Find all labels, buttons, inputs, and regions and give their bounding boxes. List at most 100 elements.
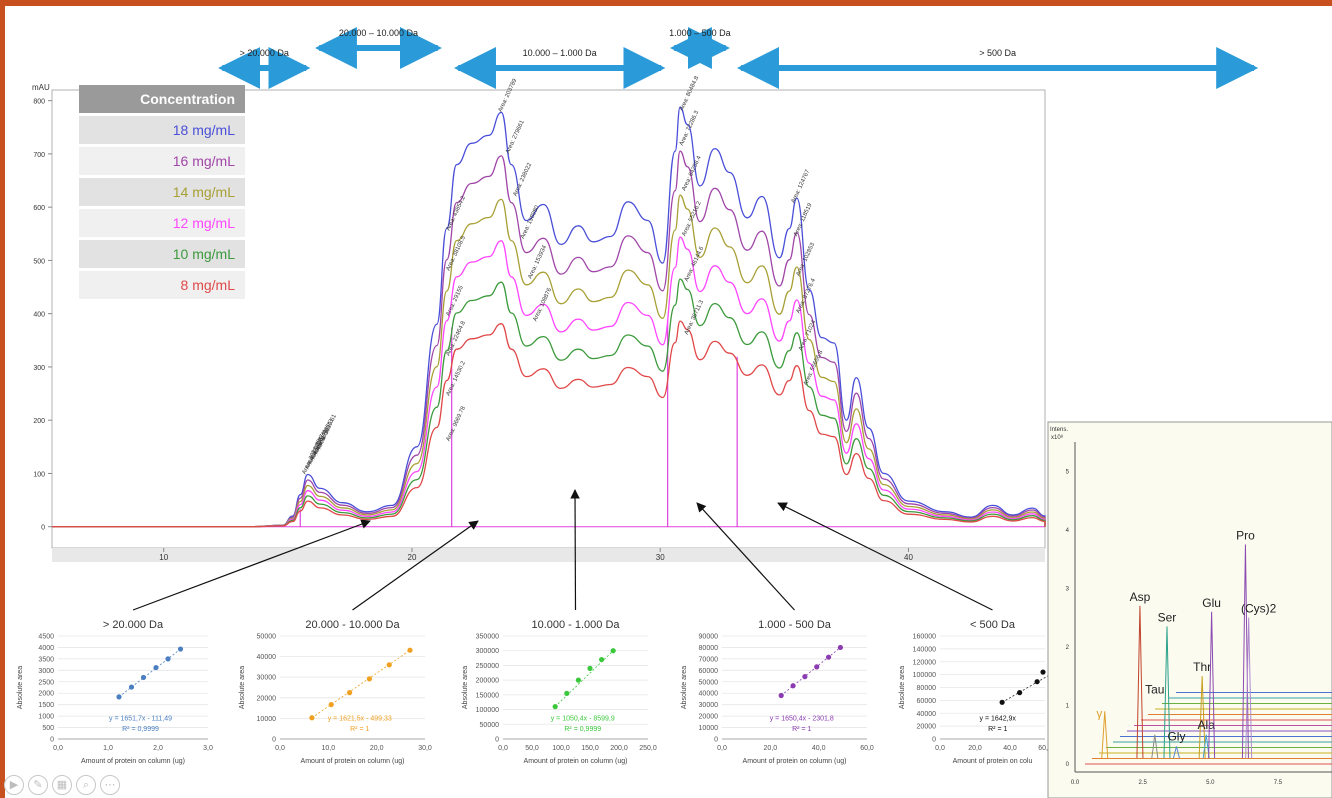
y-axis-label: Absolute area [239, 666, 246, 709]
legend-label: 14 mg/mL [172, 184, 235, 200]
x-axis-label: Amount of protein on column (ug) [81, 758, 185, 765]
x-tick-label: 60,0 [860, 745, 874, 752]
amino-acid-peak [1208, 611, 1216, 759]
y-tick-label: 80000 [699, 645, 719, 652]
y-tick-label: 30000 [699, 702, 719, 709]
chart-title: < 500 Da [970, 619, 1016, 631]
data-point [837, 644, 844, 651]
x-tick-label: 250,0 [639, 745, 657, 752]
x-tick-label: 150,0 [581, 745, 599, 752]
y-tick-label: 200000 [476, 678, 499, 685]
data-point [778, 692, 784, 699]
legend-label: 16 mg/mL [172, 153, 235, 169]
y-tick-label: 20000 [257, 695, 277, 702]
y-tick-label: 500 [42, 725, 54, 732]
chart-title: 10.000 - 1.000 Da [531, 619, 620, 631]
y-tick-label: 160000 [913, 634, 936, 641]
amino-acid-label: Tau [1145, 683, 1164, 697]
series-line [52, 194, 1046, 528]
y-tick-label: 30000 [257, 675, 277, 682]
x-tick-label: 10 [159, 553, 168, 562]
y-tick-label: 100 [33, 471, 45, 478]
y-axis-label: mAU [32, 83, 50, 92]
pen-icon[interactable]: ✎ [28, 775, 48, 795]
series-line [52, 106, 1046, 528]
data-point [177, 646, 184, 652]
slide-toolbar: ▶ ✎ ▦ ⌕ ⋯ [4, 775, 120, 797]
r-squared: R² = 1 [988, 726, 1007, 733]
y-tick-label: 0 [272, 737, 276, 744]
amino-acid-label: Gly [1167, 730, 1185, 744]
trend-equation: y = 1642,9x [980, 715, 1017, 722]
amino-acid-label: Pro [1236, 528, 1255, 542]
x-tick-label: 40,0 [1003, 745, 1017, 752]
x-axis-label: Amount of protein on column (ug) [743, 758, 847, 765]
x-tick-label: 0,0 [717, 745, 727, 752]
r-squared: R² = 1 [350, 726, 369, 733]
x-tick-label: 1,0 [103, 745, 113, 752]
data-point [587, 665, 593, 671]
x-tick-label: 3,0 [203, 745, 213, 752]
x-tick-label: 60,0 [1038, 745, 1052, 752]
data-point [1017, 690, 1023, 696]
pointer-arrow [570, 489, 580, 611]
y-tick-label: 3000 [38, 668, 54, 675]
inset-y-tick: 2 [1066, 645, 1070, 651]
trend-equation: y = 1050,4x - 8599,9 [551, 715, 615, 722]
x-tick-label: 20,0 [370, 745, 384, 752]
x-tick-label: 50,0 [525, 745, 539, 752]
y-tick-label: 60000 [699, 668, 719, 675]
y-tick-label: 800 [33, 99, 45, 106]
trend-equation: y = 1621,5x - 499,33 [328, 715, 392, 722]
y-tick-label: 0 [495, 737, 499, 744]
amino-acid-label: Thr [1193, 660, 1211, 674]
data-point [153, 664, 159, 671]
x-tick-label: 0,0 [498, 745, 508, 752]
y-tick-label: 300 [33, 365, 45, 372]
y-tick-label: 2500 [38, 679, 54, 686]
x-tick-label: 30 [656, 553, 665, 562]
inset-y-tick: 5 [1066, 469, 1070, 475]
y-tick-label: 350000 [476, 634, 499, 641]
y-tick-label: 0 [41, 525, 45, 532]
y-tick-label: 10000 [699, 725, 719, 732]
data-point [140, 674, 147, 681]
data-point [599, 656, 605, 663]
amino-acid-peak [1163, 626, 1171, 759]
inset-x-tick: 5.0 [1206, 780, 1215, 786]
trendline [311, 649, 411, 719]
y-tick-label: 100000 [913, 672, 936, 679]
y-tick-label: 20000 [917, 724, 937, 731]
y-tick-label: 250000 [476, 663, 499, 670]
fraction-label: > 20.000 Da [240, 48, 289, 58]
y-axis-label: Absolute area [681, 666, 688, 709]
x-axis-label: Amount of protein on column (ug) [301, 758, 405, 765]
data-point [564, 690, 570, 696]
y-tick-label: 4500 [38, 634, 54, 641]
y-tick-label: 400 [33, 312, 45, 319]
r-squared: R² = 0,9999 [122, 726, 159, 733]
y-tick-label: 300000 [476, 648, 499, 655]
inset-y-tick: 3 [1066, 586, 1070, 592]
y-tick-label: 0 [714, 737, 718, 744]
inset-x-tick: 2.5 [1138, 780, 1147, 786]
slides-icon[interactable]: ▦ [52, 775, 72, 795]
y-axis-label: Absolute area [899, 666, 906, 709]
amino-acid-peak [1172, 746, 1180, 759]
play-icon[interactable]: ▶ [4, 775, 24, 795]
series-line [52, 278, 1046, 528]
data-point [366, 676, 373, 682]
x-tick-label: 0,0 [53, 745, 63, 752]
y-tick-label: 150000 [476, 692, 499, 699]
left-accent-bar [0, 0, 5, 798]
chart-title: 20.000 - 10.000 Da [305, 619, 400, 631]
zoom-icon[interactable]: ⌕ [76, 775, 96, 795]
data-point [790, 683, 796, 689]
amino-acid-peak [1198, 676, 1206, 759]
trend-equation: y = 1650,4x - 2301,8 [770, 715, 834, 722]
chart-title: > 20.000 Da [103, 619, 164, 631]
x-tick-label: 10,0 [322, 745, 336, 752]
legend-label: 10 mg/mL [172, 246, 235, 262]
more-icon[interactable]: ⋯ [100, 775, 120, 795]
top-accent-bar [0, 0, 1332, 6]
